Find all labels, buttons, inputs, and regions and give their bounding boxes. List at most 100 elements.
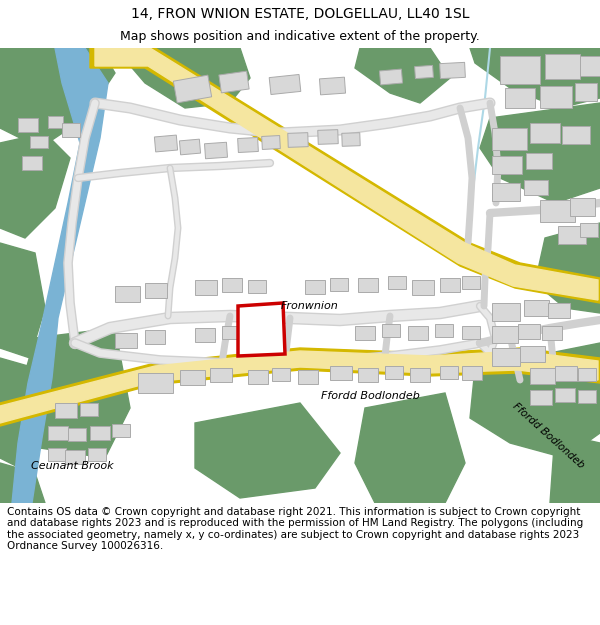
Bar — [342, 132, 360, 146]
Bar — [410, 368, 430, 382]
Bar — [542, 326, 562, 340]
Polygon shape — [355, 393, 465, 503]
Bar — [145, 283, 167, 298]
Bar — [526, 153, 552, 169]
Bar — [112, 424, 130, 437]
Bar — [578, 390, 596, 403]
Polygon shape — [470, 343, 600, 458]
Bar — [305, 280, 325, 294]
Bar — [90, 426, 110, 440]
Bar — [22, 156, 42, 170]
Polygon shape — [0, 48, 115, 148]
Bar — [205, 142, 227, 159]
Text: Ffordd Bodlondeb: Ffordd Bodlondeb — [320, 391, 419, 401]
Polygon shape — [0, 243, 45, 358]
Text: Contains OS data © Crown copyright and database right 2021. This information is : Contains OS data © Crown copyright and d… — [7, 507, 583, 551]
Polygon shape — [0, 348, 600, 426]
Bar — [18, 118, 38, 132]
Bar — [580, 56, 600, 76]
Bar — [385, 366, 403, 379]
Bar — [115, 286, 140, 302]
Bar — [210, 368, 232, 382]
Bar — [222, 326, 240, 339]
Bar — [435, 324, 453, 337]
Polygon shape — [95, 48, 598, 300]
Bar — [492, 128, 527, 150]
Bar — [80, 403, 98, 416]
Bar — [62, 123, 80, 137]
Bar — [545, 54, 580, 79]
Bar — [68, 428, 86, 441]
Bar — [379, 69, 403, 85]
Polygon shape — [12, 48, 108, 503]
Bar — [55, 403, 77, 418]
Text: 14, FRON WNION ESTATE, DOLGELLAU, LL40 1SL: 14, FRON WNION ESTATE, DOLGELLAU, LL40 1… — [131, 8, 469, 21]
Bar — [269, 74, 301, 94]
Bar — [412, 280, 434, 295]
Bar — [248, 370, 268, 384]
Bar — [440, 278, 460, 292]
Polygon shape — [0, 463, 45, 503]
Bar — [492, 348, 520, 366]
Bar — [500, 56, 540, 84]
Polygon shape — [195, 403, 340, 498]
Bar — [262, 136, 280, 149]
Text: Fronwnion: Fronwnion — [281, 301, 339, 311]
Bar — [298, 370, 318, 384]
Polygon shape — [480, 103, 600, 203]
Bar — [219, 71, 249, 93]
Polygon shape — [550, 433, 600, 503]
Bar — [530, 390, 552, 405]
Bar — [520, 346, 545, 362]
Bar — [530, 368, 555, 384]
Bar — [540, 200, 575, 222]
Bar — [415, 66, 433, 79]
Bar — [154, 135, 178, 152]
Bar — [492, 326, 518, 343]
Bar — [524, 180, 548, 195]
Bar — [505, 88, 535, 108]
Bar — [330, 366, 352, 380]
Bar — [355, 326, 375, 340]
Bar — [358, 368, 378, 382]
Bar — [358, 278, 378, 292]
Bar — [492, 156, 522, 174]
Bar — [48, 448, 66, 461]
Bar — [540, 86, 572, 108]
Text: Ffordd Bodlondeb: Ffordd Bodlondeb — [511, 401, 586, 471]
Bar — [195, 328, 215, 342]
Bar — [570, 198, 595, 216]
Bar — [30, 136, 48, 148]
Bar — [575, 83, 597, 101]
Bar — [440, 366, 458, 379]
Bar — [382, 324, 400, 337]
Bar — [558, 226, 586, 244]
Bar — [248, 280, 266, 293]
Polygon shape — [470, 48, 600, 108]
Bar — [173, 75, 212, 103]
Bar — [462, 326, 480, 339]
Bar — [492, 303, 520, 321]
Polygon shape — [535, 223, 600, 313]
Bar — [179, 139, 200, 155]
Bar — [48, 116, 63, 128]
Bar — [530, 123, 560, 143]
Bar — [562, 126, 590, 144]
Bar — [555, 388, 575, 402]
Bar — [319, 77, 346, 95]
Bar — [462, 366, 482, 380]
Polygon shape — [115, 48, 250, 108]
Bar — [462, 276, 480, 289]
Polygon shape — [355, 48, 450, 103]
Bar — [318, 129, 338, 144]
Polygon shape — [90, 48, 600, 303]
Bar — [578, 368, 596, 381]
Polygon shape — [15, 328, 130, 458]
Text: Map shows position and indicative extent of the property.: Map shows position and indicative extent… — [120, 30, 480, 42]
Bar — [518, 324, 540, 339]
Bar — [440, 62, 466, 79]
Polygon shape — [0, 351, 598, 423]
Bar — [88, 448, 106, 461]
Bar — [138, 373, 173, 393]
Bar — [492, 183, 520, 201]
